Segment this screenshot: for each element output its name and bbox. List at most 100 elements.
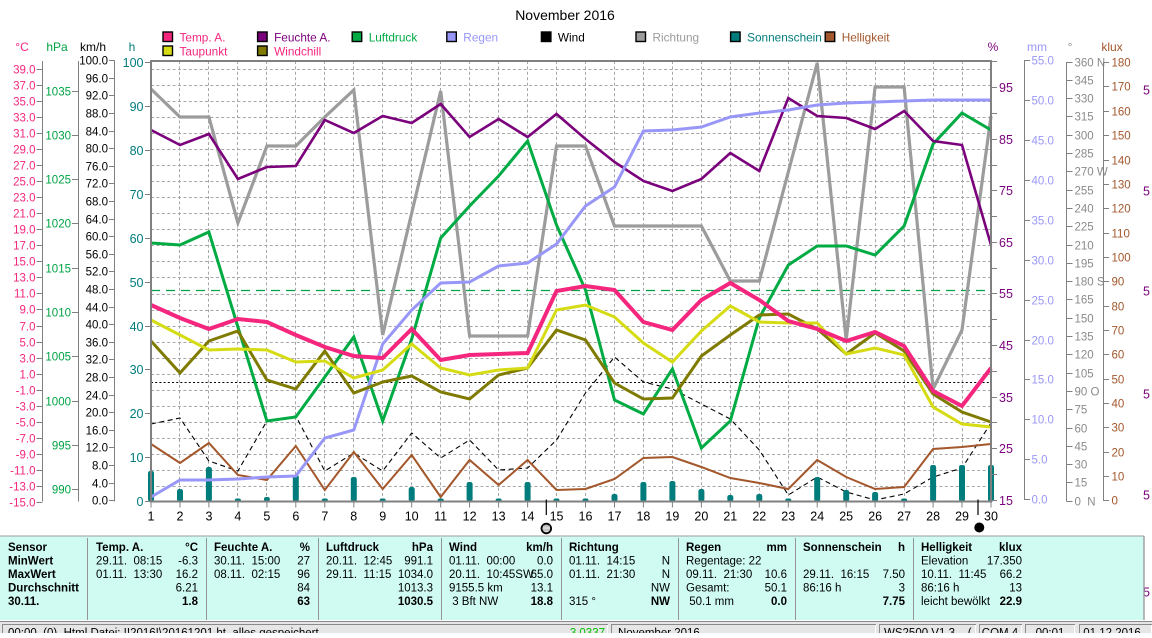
svg-text:Elevation: Elevation [921,556,968,568]
svg-text:26: 26 [868,510,882,524]
svg-text:Helligkeit: Helligkeit [921,542,972,554]
svg-text:315: 315 [1075,112,1094,124]
svg-text:km/h: km/h [80,40,106,54]
svg-text:84: 84 [297,583,310,595]
svg-text:MaxWert: MaxWert [8,569,56,581]
svg-text:60: 60 [130,232,144,246]
svg-text:Sensor: Sensor [8,542,48,554]
svg-text:22.9: 22.9 [1000,596,1022,608]
svg-text:1.8: 1.8 [182,596,199,608]
svg-text:klux: klux [999,542,1023,554]
svg-text:8.0: 8.0 [92,461,108,473]
svg-text:30: 30 [1075,460,1088,472]
svg-text:96: 96 [297,569,310,581]
svg-text:44.0: 44.0 [86,303,108,315]
svg-text:Regen: Regen [686,542,721,554]
svg-text:%: % [988,40,999,54]
svg-text:150: 150 [1075,314,1094,326]
svg-text:11: 11 [434,510,447,524]
svg-text:63: 63 [297,596,310,608]
svg-text:Luftdruck: Luftdruck [326,542,380,554]
svg-text:-9.0: -9.0 [16,450,36,462]
svg-text:50.1 mm: 50.1 mm [686,596,734,608]
svg-text:1: 1 [148,510,155,524]
svg-text:20: 20 [694,510,708,524]
svg-text:80: 80 [1112,302,1125,314]
svg-text:300: 300 [1075,131,1094,143]
svg-text:1015: 1015 [45,264,71,276]
svg-text:0: 0 [1112,496,1118,508]
svg-text:Helligkeit: Helligkeit [842,31,891,45]
svg-text:24: 24 [810,510,824,524]
svg-text:10.0: 10.0 [1032,415,1054,427]
svg-text:01.11. 14:15: 01.11. 14:15 [569,556,635,568]
svg-text:27.0: 27.0 [13,161,35,173]
svg-text:17.0: 17.0 [13,241,35,253]
svg-text:40.0: 40.0 [1032,176,1054,188]
svg-text:39.0: 39.0 [13,65,35,77]
svg-text:255: 255 [1075,186,1094,198]
svg-text:56.0: 56.0 [86,250,108,262]
svg-text:990: 990 [52,485,71,497]
svg-text:29: 29 [955,510,969,524]
svg-text:20: 20 [1112,448,1125,460]
svg-text:00:01: 00:01 [1036,628,1065,634]
svg-text:°: ° [1068,40,1073,54]
svg-text:86:16 h: 86:16 h [803,583,841,595]
svg-text:35: 35 [999,391,1013,405]
svg-text:95: 95 [999,81,1013,95]
svg-text:50.1: 50.1 [765,583,787,595]
svg-text:Taupunkt: Taupunkt [180,45,229,59]
svg-text:165: 165 [1075,295,1094,307]
svg-text:klux: klux [1101,40,1122,54]
svg-text:33.0: 33.0 [13,113,35,125]
svg-text:345: 345 [1075,76,1094,88]
svg-text:09.11. 21:30: 09.11. 21:30 [686,569,752,581]
svg-text:13.1: 13.1 [531,583,553,595]
svg-text:70: 70 [1112,326,1125,338]
svg-text:20.11. 10:45SW: 20.11. 10:45SW [449,569,534,581]
svg-text:64.0: 64.0 [86,215,108,227]
svg-text:150: 150 [1112,131,1131,143]
svg-text:Gesamt:: Gesamt: [686,583,729,595]
svg-text:92.0: 92.0 [86,91,108,103]
svg-text:30: 30 [984,510,998,524]
svg-text:9.0: 9.0 [20,305,36,317]
svg-text:°C: °C [15,40,29,54]
svg-text:21: 21 [723,510,737,524]
svg-text:h: h [129,40,136,54]
svg-text:18.8: 18.8 [531,596,554,608]
svg-text:%: % [300,542,310,554]
svg-text:50: 50 [1112,375,1125,387]
svg-text:1025: 1025 [45,175,71,187]
svg-text:25.0: 25.0 [1032,296,1054,308]
svg-text:120: 120 [1112,204,1131,216]
svg-text:120: 120 [1075,350,1094,362]
svg-text:5: 5 [1143,285,1150,299]
svg-text:Wind: Wind [449,542,477,554]
svg-text:1030: 1030 [45,131,71,143]
svg-text:9155.5 km: 9155.5 km [449,583,503,595]
svg-text:17.350: 17.350 [987,556,1022,568]
svg-text:3 Bft NW: 3 Bft NW [449,596,498,608]
svg-text:285: 285 [1075,149,1094,161]
svg-text:h: h [898,542,905,554]
svg-text:0: 0 [137,495,144,509]
svg-text:Feuchte A.: Feuchte A. [214,542,272,554]
svg-text:130: 130 [1112,180,1131,192]
svg-text:9: 9 [379,510,386,524]
svg-text:7.75: 7.75 [883,596,906,608]
svg-text:135: 135 [1075,332,1094,344]
svg-text:-11.0: -11.0 [10,466,35,478]
svg-text:18: 18 [636,510,650,524]
svg-text:12: 12 [463,510,477,524]
svg-text:50: 50 [130,276,144,290]
svg-text:5: 5 [1143,388,1150,402]
svg-text:52.0: 52.0 [86,267,108,279]
svg-text:29.11. 16:15: 29.11. 16:15 [803,569,869,581]
svg-text:75: 75 [999,184,1013,198]
svg-text:20.0: 20.0 [86,408,108,420]
svg-text:15: 15 [999,494,1013,508]
svg-text:100.0: 100.0 [79,56,108,68]
svg-text:NW: NW [651,583,670,595]
